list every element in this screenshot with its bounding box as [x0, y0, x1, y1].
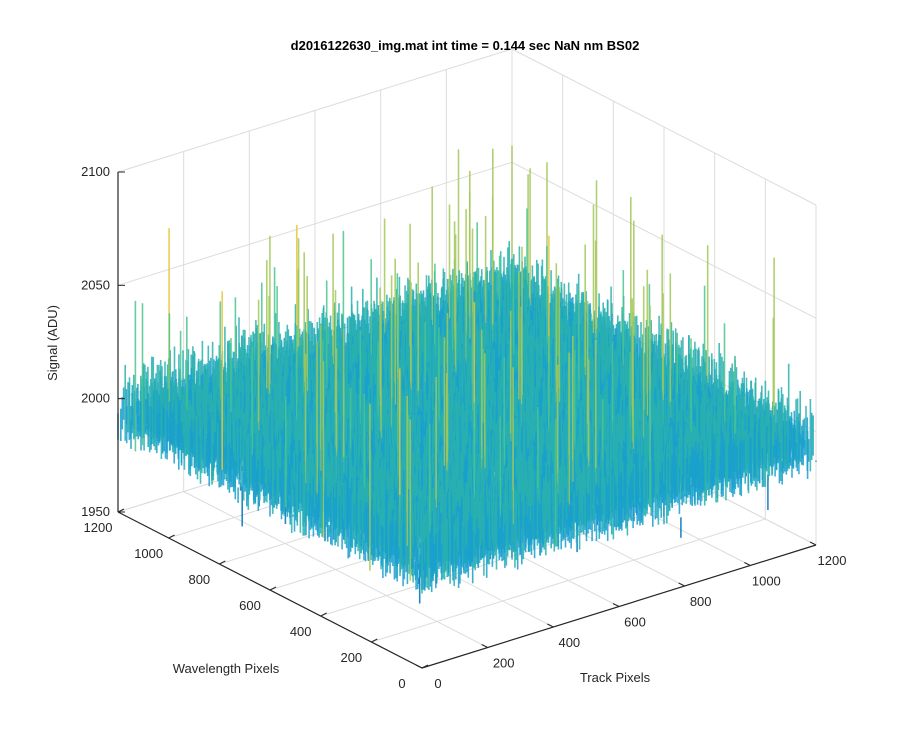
grid-line [117, 161, 513, 286]
surface-mesh [117, 145, 817, 604]
grid-line [511, 161, 817, 319]
grid-line [371, 518, 766, 643]
grid-line [511, 48, 817, 206]
grid-line [117, 48, 513, 173]
